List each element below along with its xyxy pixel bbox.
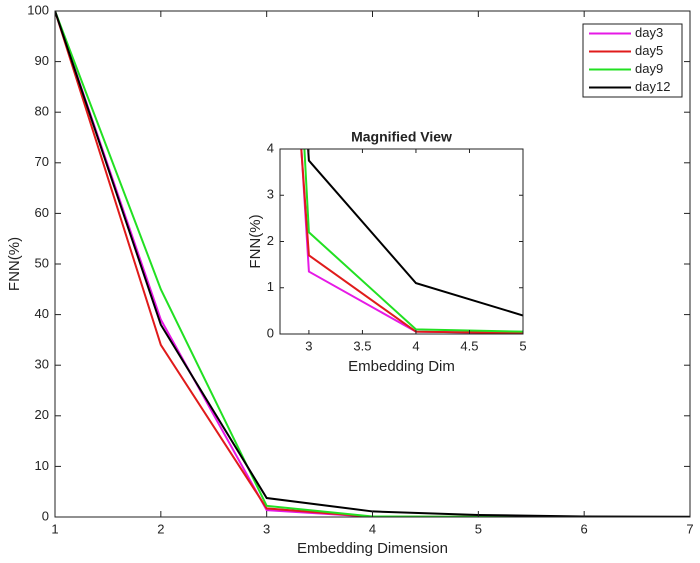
x-tick-label: 6: [581, 521, 588, 536]
y-tick-label: 3: [267, 187, 274, 202]
y-tick-label: 40: [35, 306, 49, 321]
y-tick-label: 80: [35, 104, 49, 119]
x-tick-label: 4: [369, 521, 376, 536]
chart-title: Magnified View: [351, 129, 452, 145]
x-tick-label: 7: [686, 521, 693, 536]
legend-label: day12: [635, 79, 670, 94]
y-axis-label: FNN(%): [247, 214, 264, 268]
x-tick-label: 3: [263, 521, 270, 536]
y-tick-label: 60: [35, 205, 49, 220]
y-tick-label: 0: [267, 325, 274, 340]
y-tick-label: 0: [42, 508, 49, 523]
y-tick-label: 1: [267, 279, 274, 294]
x-axis-label: Embedding Dimension: [297, 540, 448, 557]
x-tick-label: 1: [51, 521, 58, 536]
x-tick-label: 5: [519, 338, 526, 353]
legend-box: [582, 23, 683, 98]
y-tick-label: 20: [35, 407, 49, 422]
y-tick-label: 70: [35, 154, 49, 169]
y-tick-label: 50: [35, 255, 49, 270]
x-tick-label: 3: [305, 338, 312, 353]
y-tick-label: 100: [27, 2, 49, 17]
y-axis-label: FNN(%): [6, 237, 23, 291]
legend-label: day3: [635, 25, 663, 40]
y-tick-label: 2: [267, 233, 274, 248]
legend-label: day9: [635, 61, 663, 76]
series-line: [303, 149, 523, 333]
x-tick-label: 3.5: [353, 338, 371, 353]
plot-area: [279, 148, 524, 335]
series-line: [307, 149, 523, 317]
x-tick-label: 5: [475, 521, 482, 536]
y-tick-label: 10: [35, 458, 49, 473]
x-axis-label: Embedding Dim: [348, 358, 455, 375]
y-tick-label: 30: [35, 357, 49, 372]
y-tick-label: 4: [267, 140, 274, 155]
x-tick-label: 4.5: [460, 338, 478, 353]
x-tick-label: 4: [412, 338, 419, 353]
legend-label: day5: [635, 43, 663, 58]
y-tick-label: 90: [35, 53, 49, 68]
x-tick-label: 2: [157, 521, 164, 536]
